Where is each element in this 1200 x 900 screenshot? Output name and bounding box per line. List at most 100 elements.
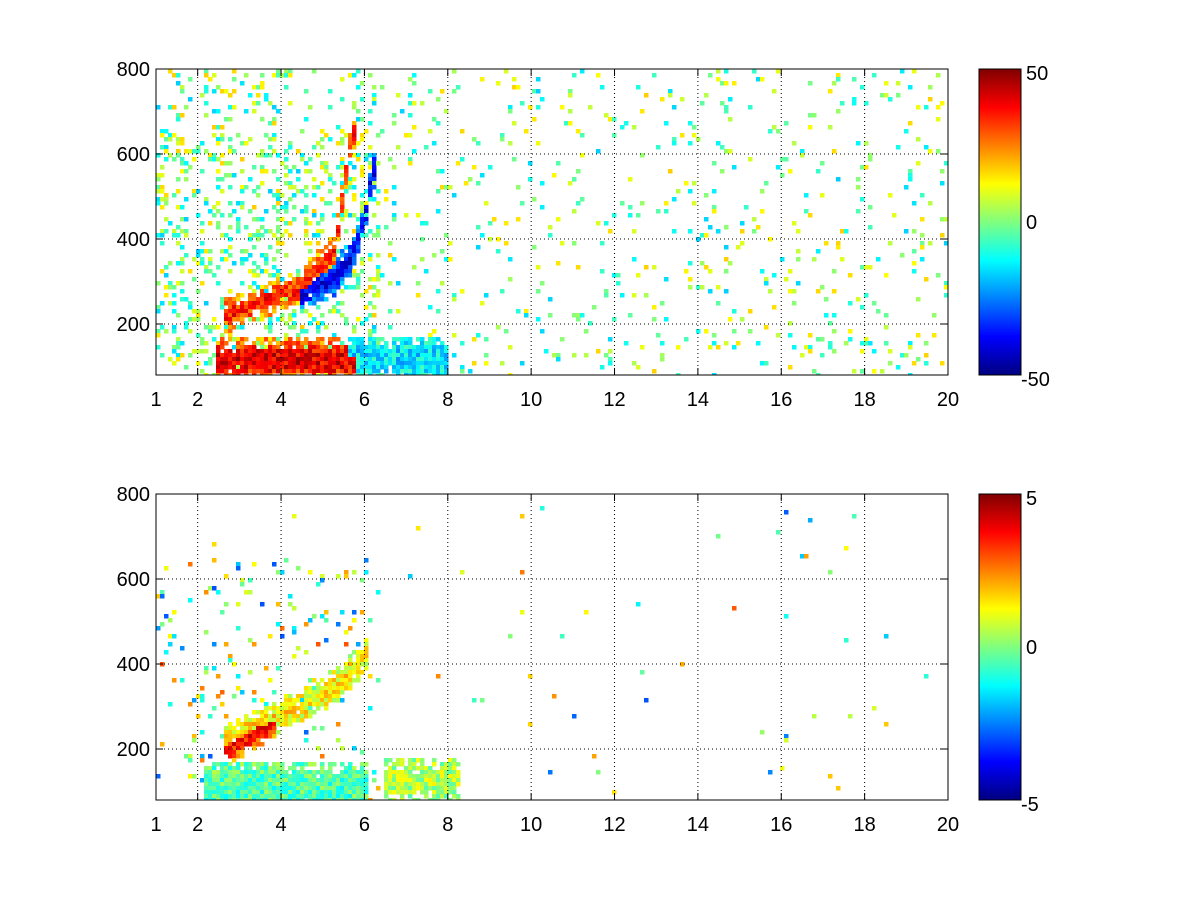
heatmap-cell bbox=[260, 73, 265, 78]
heatmap-cell bbox=[564, 121, 569, 126]
heatmap-cell bbox=[940, 169, 945, 174]
x-tick-label: 16 bbox=[770, 389, 792, 411]
heatmap-cell bbox=[352, 341, 357, 346]
heatmap-cell bbox=[448, 185, 453, 190]
heatmap-cell bbox=[828, 345, 833, 350]
x-tick-label: 18 bbox=[854, 389, 876, 411]
heatmap-cell bbox=[500, 137, 505, 142]
heatmap-cell bbox=[212, 109, 217, 114]
heatmap-cell bbox=[316, 778, 321, 783]
heatmap-cell bbox=[180, 261, 185, 266]
heatmap-cell bbox=[240, 774, 245, 779]
heatmap-cell bbox=[328, 762, 333, 767]
heatmap-cell bbox=[228, 313, 233, 318]
heatmap-cell bbox=[352, 329, 357, 334]
heatmap-cell bbox=[432, 782, 437, 787]
heatmap-cell bbox=[228, 654, 233, 659]
heatmap-cell bbox=[440, 369, 445, 374]
heatmap-cell bbox=[264, 313, 269, 318]
heatmap-cell bbox=[300, 798, 305, 800]
heatmap-cell bbox=[604, 353, 609, 358]
heatmap-cell bbox=[340, 269, 345, 274]
heatmap-cell bbox=[308, 277, 313, 282]
heatmap-cell bbox=[176, 313, 181, 318]
heatmap-cell bbox=[344, 213, 349, 218]
heatmap-cell bbox=[360, 169, 365, 174]
heatmap-cell bbox=[944, 293, 948, 298]
heatmap-cell bbox=[320, 285, 325, 290]
x-tick-label: 6 bbox=[359, 814, 370, 836]
heatmap-cell bbox=[172, 329, 177, 334]
heatmap-cell bbox=[228, 778, 233, 783]
heatmap-cell bbox=[244, 770, 249, 775]
heatmap-cell bbox=[272, 562, 277, 567]
heatmap-cell bbox=[224, 89, 229, 94]
heatmap-cell bbox=[204, 786, 209, 791]
heatmap-cell bbox=[228, 782, 233, 787]
heatmap-cell bbox=[920, 233, 925, 238]
heatmap-cell bbox=[288, 345, 293, 350]
heatmap-cell bbox=[316, 746, 321, 751]
heatmap-cell bbox=[336, 686, 341, 691]
heatmap-cell bbox=[376, 265, 381, 270]
heatmap-cell bbox=[396, 770, 401, 775]
heatmap-cell bbox=[344, 285, 349, 290]
heatmap-cell bbox=[440, 762, 445, 767]
heatmap-cell bbox=[308, 257, 313, 262]
heatmap-cell bbox=[928, 85, 933, 90]
heatmap-cell bbox=[220, 89, 225, 94]
heatmap-cell bbox=[368, 177, 373, 182]
heatmap-cell bbox=[184, 253, 189, 258]
heatmap-cell bbox=[760, 730, 765, 735]
heatmap-cell bbox=[444, 373, 449, 375]
heatmap-cell bbox=[280, 798, 285, 800]
heatmap-cell bbox=[340, 205, 345, 210]
heatmap-cell bbox=[320, 353, 325, 358]
heatmap-cell bbox=[328, 357, 333, 362]
heatmap-cell bbox=[216, 125, 221, 130]
heatmap-cell bbox=[432, 762, 437, 767]
heatmap-cell bbox=[364, 153, 369, 158]
heatmap-cell bbox=[904, 353, 909, 358]
heatmap-cell bbox=[340, 213, 345, 218]
heatmap-cell bbox=[864, 293, 869, 298]
heatmap-cell bbox=[456, 85, 461, 90]
heatmap-cell bbox=[288, 798, 293, 800]
heatmap-cell bbox=[232, 305, 237, 310]
heatmap-cell bbox=[316, 369, 321, 374]
heatmap-cell bbox=[284, 722, 289, 727]
heatmap-cell bbox=[548, 233, 553, 238]
heatmap-cell bbox=[360, 353, 365, 358]
heatmap-cell bbox=[392, 786, 397, 791]
heatmap-cell bbox=[528, 674, 533, 679]
heatmap-cell bbox=[288, 353, 293, 358]
heatmap-cell bbox=[444, 365, 449, 370]
heatmap-cell bbox=[256, 770, 261, 775]
heatmap-cell bbox=[364, 558, 369, 563]
heatmap-cell bbox=[944, 241, 948, 246]
heatmap-cell bbox=[372, 181, 377, 186]
heatmap-cell bbox=[392, 201, 397, 206]
x-tick-label: 14 bbox=[687, 389, 709, 411]
heatmap-cell bbox=[292, 365, 297, 370]
heatmap-cell bbox=[392, 782, 397, 787]
heatmap-cell bbox=[332, 265, 337, 270]
heatmap-cell bbox=[408, 365, 413, 370]
heatmap-cell bbox=[348, 73, 353, 78]
heatmap-cell bbox=[904, 185, 909, 190]
heatmap-cell bbox=[440, 766, 445, 771]
heatmap-cell bbox=[260, 153, 265, 158]
heatmap-cell bbox=[768, 129, 773, 134]
heatmap-cell bbox=[204, 361, 209, 366]
heatmap-cell bbox=[288, 297, 293, 302]
heatmap-cell bbox=[312, 702, 317, 707]
heatmap-cell bbox=[376, 133, 381, 138]
heatmap-cell bbox=[436, 357, 441, 362]
heatmap-cell bbox=[384, 794, 389, 799]
heatmap-cell bbox=[872, 73, 877, 78]
heatmap-cell bbox=[364, 201, 369, 206]
heatmap-cell bbox=[412, 125, 417, 130]
heatmap-cell bbox=[348, 137, 353, 142]
heatmap-cell bbox=[292, 606, 297, 611]
heatmap-cell bbox=[372, 153, 377, 158]
